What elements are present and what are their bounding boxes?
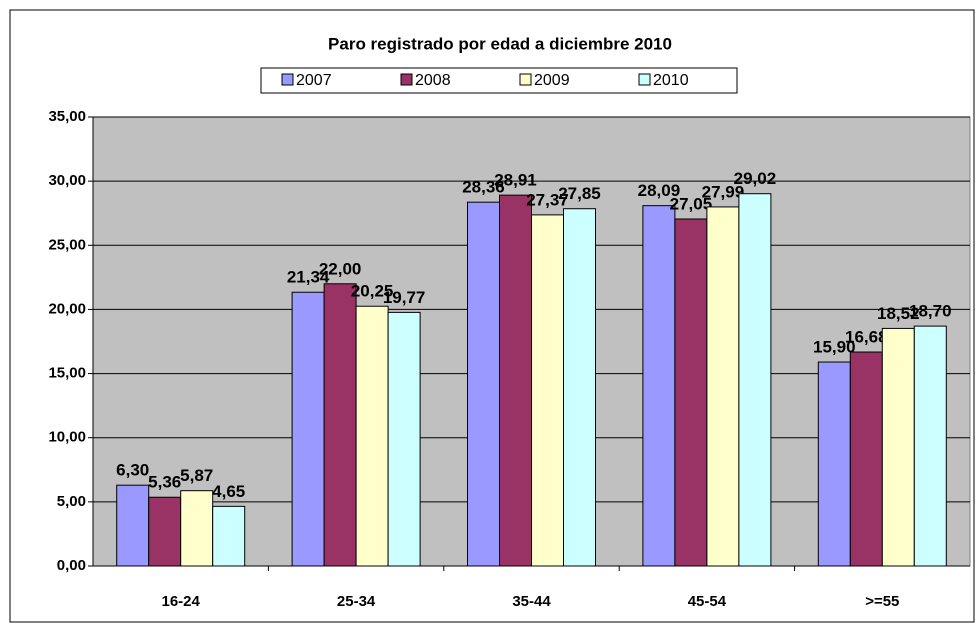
data-label: 4,65 — [212, 482, 245, 501]
y-tick-label: 25,00 — [48, 236, 86, 253]
bar — [674, 218, 708, 567]
data-label: 18,70 — [909, 302, 952, 321]
bar — [291, 291, 325, 567]
data-label: 29,02 — [734, 169, 777, 188]
legend — [260, 67, 738, 94]
bar — [116, 484, 150, 567]
bar — [642, 205, 676, 567]
bar — [467, 201, 500, 567]
data-label: 5,87 — [180, 466, 213, 485]
bar — [738, 193, 772, 567]
bar — [913, 325, 947, 567]
data-label: 20,25 — [351, 282, 394, 301]
bar — [323, 283, 357, 567]
legend-swatch — [400, 73, 413, 86]
y-tick-label: 30,00 — [48, 172, 86, 189]
data-label: 15,90 — [813, 338, 856, 357]
bar — [531, 214, 564, 567]
legend-swatch — [638, 73, 651, 86]
data-label: 18,52 — [877, 304, 920, 323]
bar — [849, 351, 883, 567]
data-label: 16,68 — [845, 328, 888, 347]
x-tick-label: 25-34 — [337, 593, 376, 610]
data-label: 27,85 — [558, 184, 601, 203]
bar — [212, 505, 246, 567]
bar — [817, 361, 851, 567]
bar — [881, 327, 915, 567]
data-label: 28,36 — [462, 178, 505, 197]
data-label: 28,91 — [494, 171, 537, 190]
data-label: 28,09 — [638, 181, 681, 200]
data-label: 21,34 — [287, 268, 330, 287]
data-label: 5,36 — [148, 473, 181, 492]
bar — [148, 496, 182, 567]
legend-label: 2009 — [534, 72, 570, 89]
x-tick-label: 16-24 — [162, 593, 201, 610]
data-label: 22,00 — [319, 259, 362, 278]
data-label: 27,05 — [670, 194, 713, 213]
bar — [706, 206, 740, 567]
legend-label: 2008 — [415, 72, 451, 89]
y-tick-label: 10,00 — [48, 429, 86, 446]
bar — [499, 194, 532, 567]
bar — [387, 311, 421, 567]
bar — [563, 208, 596, 567]
bar — [355, 305, 389, 567]
y-tick-label: 35,00 — [48, 108, 86, 125]
data-label: 6,30 — [116, 461, 149, 480]
data-label: 27,99 — [702, 182, 745, 201]
x-tick-label: >=55 — [865, 593, 899, 610]
x-tick-label: 45-54 — [688, 593, 727, 610]
legend-swatch — [281, 73, 294, 86]
y-tick-label: 15,00 — [48, 365, 86, 382]
y-tick-label: 0,00 — [57, 557, 86, 574]
data-label: 19,77 — [383, 288, 426, 307]
y-tick-label: 20,00 — [48, 300, 86, 317]
x-tick-label: 35-44 — [512, 593, 551, 610]
legend-label: 2007 — [296, 72, 332, 89]
chart-title: Paro registrado por edad a diciembre 201… — [328, 34, 672, 53]
legend-swatch — [519, 73, 532, 86]
legend-label: 2010 — [653, 72, 689, 89]
bar — [180, 490, 214, 567]
y-tick-label: 5,00 — [57, 493, 86, 510]
data-label: 27,37 — [526, 190, 569, 209]
